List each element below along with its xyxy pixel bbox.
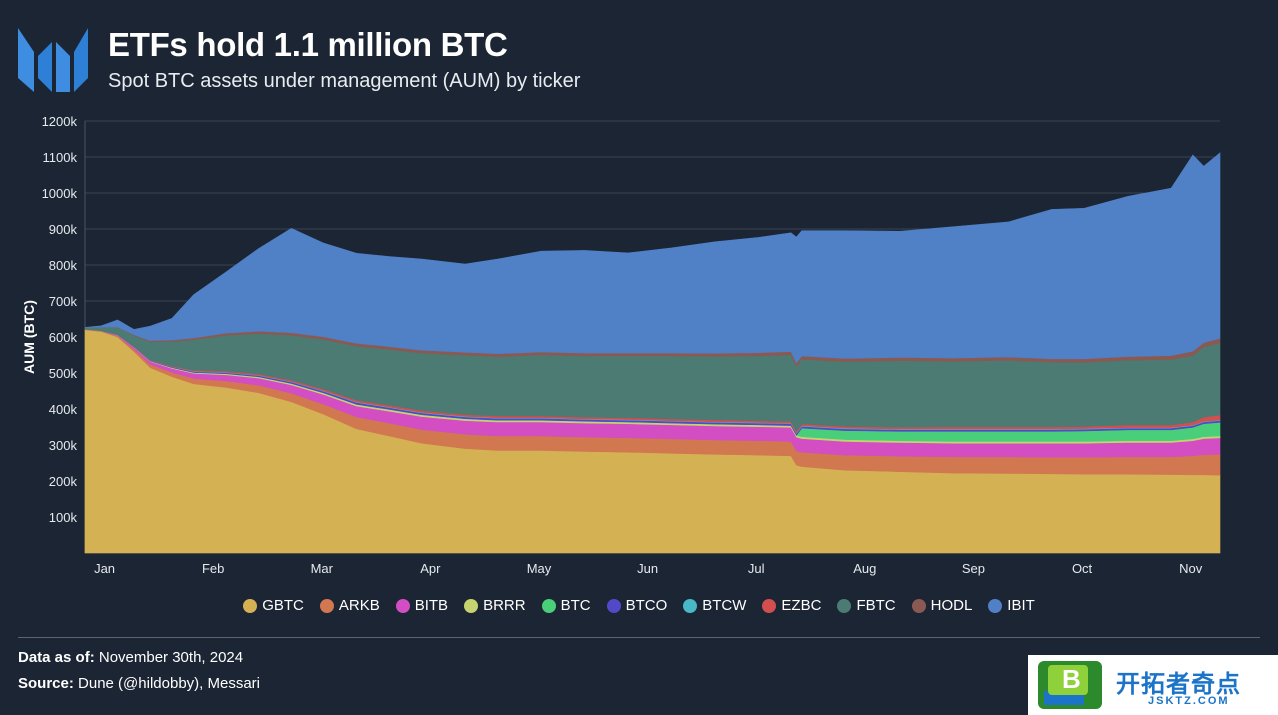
y-tick-label: 600k bbox=[49, 330, 78, 345]
y-tick-label: 700k bbox=[49, 294, 78, 309]
legend-swatch bbox=[911, 598, 926, 613]
legend-label: BTCW bbox=[702, 597, 747, 614]
x-tick-label: Jul bbox=[748, 561, 765, 576]
legend-label: HODL bbox=[930, 597, 973, 614]
x-tick-label: Oct bbox=[1072, 561, 1093, 576]
y-tick-label: 800k bbox=[49, 258, 78, 273]
x-tick-label: Aug bbox=[853, 561, 876, 576]
chart-title: ETFs hold 1.1 million BTC bbox=[108, 26, 508, 63]
legend-item-fbtc: FBTC bbox=[837, 597, 896, 614]
legend-label: BTCO bbox=[625, 597, 668, 614]
y-tick-label: 900k bbox=[49, 222, 78, 237]
y-axis-label: AUM (BTC) bbox=[21, 300, 37, 374]
chart-legend: GBTC ARKB BITB BRRR BTC BTCO BTCW EZBC FBTC HODL I… bbox=[0, 597, 1278, 614]
legend-item-ibit: IBIT bbox=[988, 597, 1035, 614]
y-tick-label: 1100k bbox=[43, 150, 78, 165]
legend-item-btcw: BTCW bbox=[683, 597, 746, 614]
messari-logo bbox=[18, 28, 88, 92]
data-as-of: Data as of: November 30th, 2024 bbox=[18, 649, 243, 666]
legend-label: ARKB bbox=[338, 597, 380, 614]
y-tick-label: 500k bbox=[49, 366, 78, 381]
x-tick-label: Nov bbox=[1179, 561, 1203, 576]
footer-divider bbox=[18, 637, 1260, 638]
legend-item-gbtc: GBTC bbox=[243, 597, 304, 614]
chart-subtitle: Spot BTC assets under management (AUM) b… bbox=[108, 70, 581, 92]
legend-item-btc: BTC bbox=[541, 597, 591, 614]
legend-item-arkb: ARKB bbox=[319, 597, 380, 614]
watermark-badge-letter: B bbox=[1062, 664, 1081, 694]
legend-swatch bbox=[395, 598, 410, 613]
x-tick-label: May bbox=[527, 561, 552, 576]
x-tick-label: Sep bbox=[962, 561, 985, 576]
data-as-of-value: November 30th, 2024 bbox=[98, 649, 244, 666]
legend-label: IBIT bbox=[1007, 597, 1035, 614]
x-tick-label: Feb bbox=[202, 561, 224, 576]
x-tick-label: Jan bbox=[94, 561, 115, 576]
x-tick-label: Mar bbox=[311, 561, 334, 576]
y-tick-label: 300k bbox=[49, 438, 78, 453]
watermark-sub: JSKTZ.COM bbox=[1148, 695, 1230, 707]
y-tick-label: 200k bbox=[49, 474, 78, 489]
legend-label: EZBC bbox=[781, 597, 822, 614]
source-line: Source: Dune (@hildobby), Messari bbox=[18, 675, 260, 692]
y-tick-label: 100k bbox=[49, 510, 78, 525]
legend-swatch bbox=[988, 598, 1003, 613]
legend-swatch bbox=[541, 598, 556, 613]
source-value: Dune (@hildobby), Messari bbox=[78, 675, 260, 692]
legend-label: BTC bbox=[560, 597, 591, 614]
legend-item-btco: BTCO bbox=[606, 597, 668, 614]
watermark: B 开拓者奇点 JSKTZ.COM bbox=[1028, 655, 1278, 715]
y-tick-label: 400k bbox=[49, 402, 78, 417]
legend-label: BRRR bbox=[483, 597, 526, 614]
legend-item-ezbc: EZBC bbox=[762, 597, 821, 614]
legend-swatch bbox=[464, 598, 479, 613]
legend-swatch bbox=[606, 598, 621, 613]
source-label: Source: bbox=[18, 675, 74, 692]
x-tick-label: Jun bbox=[637, 561, 658, 576]
watermark-badge-icon bbox=[1038, 661, 1102, 709]
legend-item-brrr: BRRR bbox=[464, 597, 526, 614]
x-tick-label: Apr bbox=[420, 561, 441, 576]
legend-swatch bbox=[243, 598, 258, 613]
y-tick-label: 1200k bbox=[42, 114, 78, 129]
legend-item-bitb: BITB bbox=[395, 597, 449, 614]
series-area-ibit bbox=[84, 152, 1221, 364]
legend-item-hodl: HODL bbox=[911, 597, 973, 614]
y-tick-label: 1000k bbox=[42, 186, 78, 201]
legend-swatch bbox=[762, 598, 777, 613]
legend-swatch bbox=[683, 598, 698, 613]
chart-area: 100k 200k 300k 400k 500k 600k 700k 800k 900k 1000… bbox=[21, 114, 1221, 576]
legend-swatch bbox=[319, 598, 334, 613]
legend-label: BITB bbox=[414, 597, 449, 614]
legend-label: FBTC bbox=[856, 597, 896, 614]
watermark-text: 开拓者奇点 bbox=[1116, 671, 1241, 698]
legend-swatch bbox=[837, 598, 852, 613]
data-as-of-label: Data as of: bbox=[18, 649, 95, 666]
legend-label: GBTC bbox=[262, 597, 304, 614]
